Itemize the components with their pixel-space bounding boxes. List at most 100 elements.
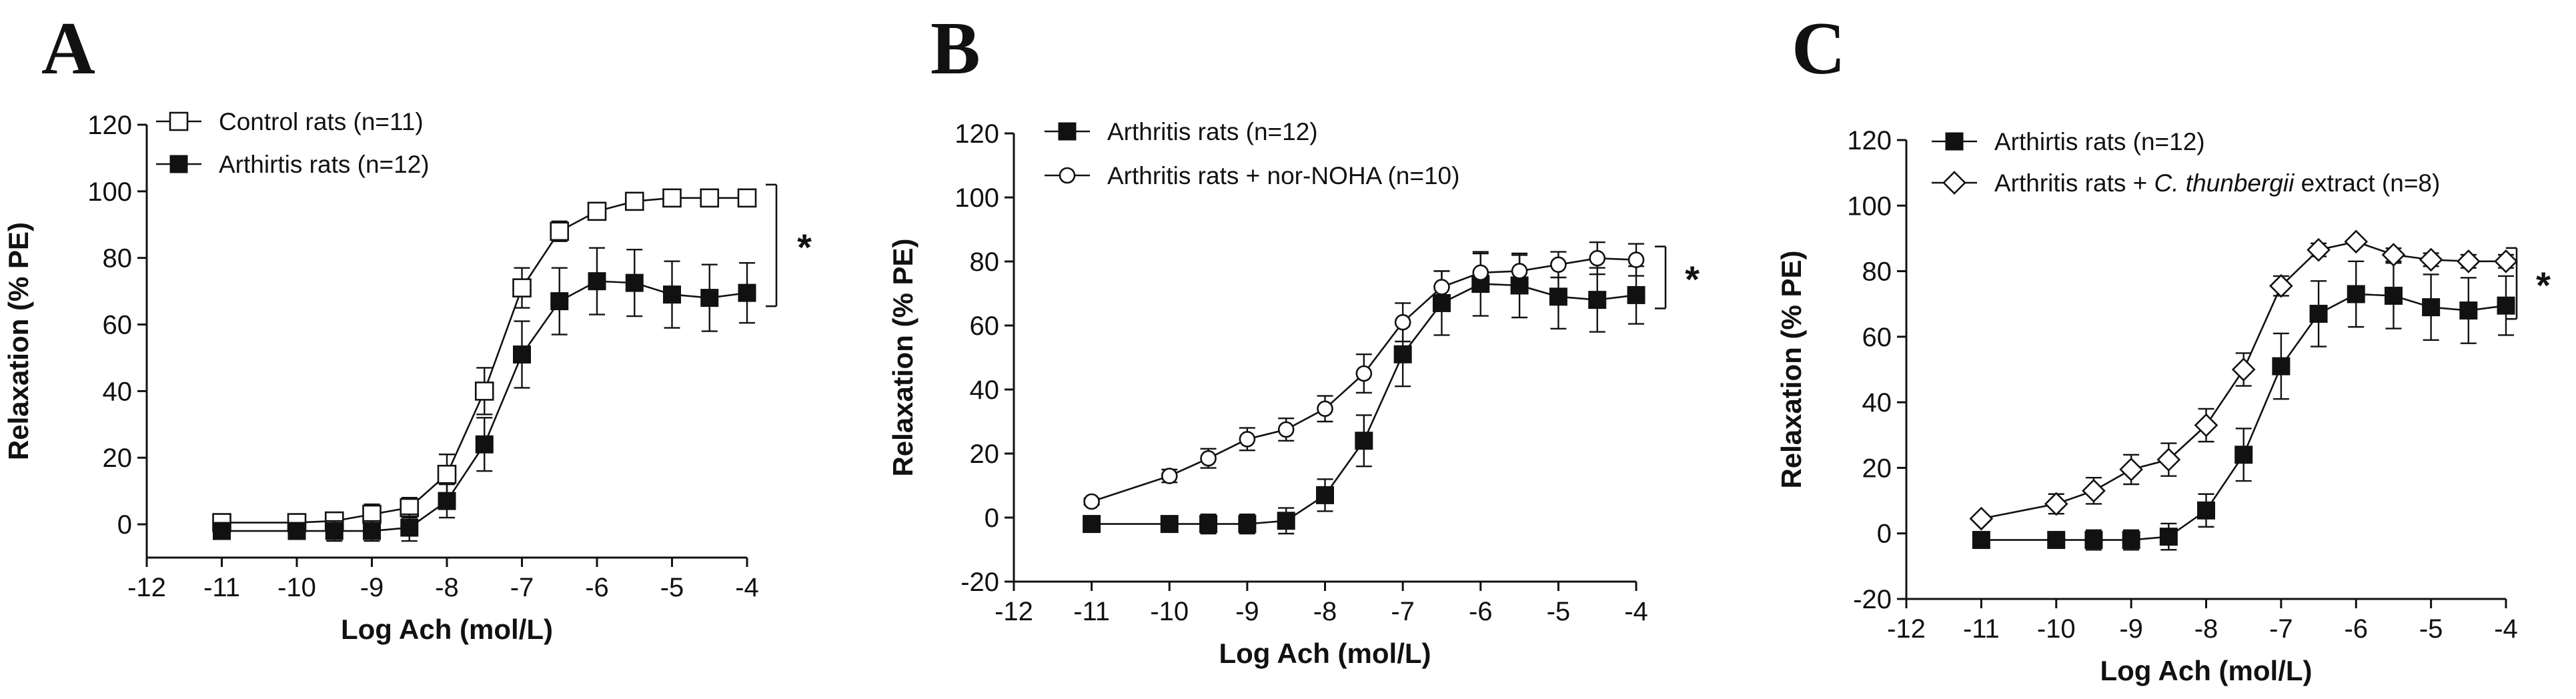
panel-c-data-point (2231, 358, 2256, 382)
panel-b-legend-label-part: Arthritis rats + nor-NOHA (1107, 162, 1383, 189)
panel-b-data-point (1628, 251, 1645, 268)
panel-b-x-tick-label: -4 (1624, 597, 1648, 626)
panel-a-data-point (738, 283, 756, 302)
panel-c-legend-label-suffix: (n=12) (2126, 128, 2204, 155)
panel-a-series-2 (213, 247, 756, 542)
panel-b-data-point (1355, 432, 1373, 450)
panel-b-data-point (1549, 287, 1567, 306)
panel-b-letter: B (930, 7, 981, 90)
panel-c-y-tick-label: 80 (1862, 257, 1892, 287)
panel-a-data-point (624, 191, 644, 211)
panel-c-y-tick-label: 0 (1877, 520, 1892, 549)
panel-b-data-point (1588, 291, 1607, 309)
panel-a-chart: A 0 20 40 60 80 100 120 -12 -11 -10 -9 -8 -7 -6 -5 -4 Log… (3, 7, 812, 645)
panel-c-data-point (2194, 413, 2218, 438)
panel-c-data-point (2307, 237, 2331, 262)
panel-c-data-point (2494, 249, 2518, 273)
panel-c-data-point (1969, 506, 1994, 531)
panel-b-significance-star: * (1685, 258, 1700, 300)
panel-b-y-axis-title: Relaxation (% PE) (887, 238, 918, 476)
panel-c-x-tick-label: -5 (2419, 614, 2443, 644)
panel-a-y-tick-label: 0 (117, 510, 132, 540)
panel-c-x-tick-label: -12 (1887, 614, 1926, 644)
panel-a-legend-label-part: Arthirtis rats (219, 151, 350, 178)
panel-c-data-point (2047, 531, 2066, 550)
panel-c-data-point (2422, 298, 2441, 317)
panel-a-y-tick-label: 80 (103, 244, 133, 273)
panel-a-x-tick-label: -6 (585, 573, 609, 602)
panel-b-data-point (1393, 345, 1412, 364)
panel-b-data-point (1083, 515, 1101, 534)
panel-c-legend-marker (1945, 132, 1964, 151)
panel-c-data-point (2497, 296, 2515, 315)
panel-b-y-tick-label: 100 (954, 183, 999, 213)
panel-c-data-point (2122, 531, 2140, 550)
panel-a-legend-label: Control rats (n=11) (219, 108, 424, 135)
panel-a-data-point (588, 272, 606, 291)
panel-c-legend-label-part: Arthritis rats + (1994, 169, 2154, 197)
panel-b-data-point (1160, 515, 1179, 534)
panel-a-data-point (700, 289, 719, 307)
panel-a-x-tick-label: -10 (277, 573, 316, 602)
panel-a-data-point (550, 221, 570, 241)
panel-a-legend-marker (169, 111, 189, 131)
panel-c-x-tick-label: -11 (1963, 614, 2000, 644)
panel-a-legend-label-suffix: (n=11) (346, 108, 424, 135)
panel-c-legend-label: Arthritis rats + C. thunbergii extract (… (1994, 169, 2440, 197)
panel-a-legend-label-part: Control rats (219, 108, 346, 135)
panel-a-data-point (475, 435, 494, 454)
panel-b-data-point (1355, 365, 1373, 382)
panel-b-data-point (1394, 313, 1411, 331)
panel-b-data-point (1239, 431, 1256, 448)
panel-c-data-point (2082, 478, 2106, 503)
panel-b-data-point (1627, 285, 1646, 304)
panel-b-x-tick-label: -10 (1150, 597, 1189, 626)
panel-c-data-point (2309, 304, 2328, 323)
panel-c-x-tick-label: -8 (2194, 614, 2218, 644)
panel-b-y-tick-label: -20 (960, 568, 999, 597)
panel-b-y-tick-label: 60 (970, 311, 1000, 341)
panel-a-data-point (437, 464, 457, 484)
panel-a-data-point (512, 278, 532, 297)
panel-a-data-point (550, 292, 569, 311)
panel-a-data-point (213, 522, 231, 540)
panel-a-y-axis-title: Relaxation (% PE) (3, 222, 34, 460)
panel-a-data-point (287, 522, 306, 540)
panel-b-x-tick-label: -12 (995, 597, 1033, 626)
panel-a-x-tick-label: -11 (203, 573, 240, 602)
panel-c-data-point (1972, 531, 1990, 550)
panel-a-data-point (363, 522, 381, 540)
panel-b-y-tick-label: 40 (970, 376, 1000, 405)
panel-a-x-tick-label: -4 (735, 573, 759, 602)
panel-c-x-tick-label: -9 (2119, 614, 2143, 644)
panel-a-data-point (737, 188, 757, 208)
panel-b-data-point (1317, 400, 1333, 418)
panel-c-legend-label-italic: C. thunbergii (2154, 169, 2296, 197)
panel-b-x-axis-title: Log Ach (mol/L) (1219, 638, 1431, 669)
panel-b-data-point (1589, 249, 1605, 267)
panel-c-legend-label-part: Arthirtis rats (1994, 128, 2126, 155)
panel-c-data-point (2272, 357, 2291, 376)
panel-a-data-point (700, 188, 720, 208)
panel-b-x-tick-label: -8 (1313, 597, 1337, 626)
panel-b-data-point (1277, 512, 1295, 530)
panel-b-data-point (1511, 263, 1528, 279)
panel-b-x-tick-label: -9 (1235, 597, 1259, 626)
panel-c-letter: C (1792, 7, 1846, 90)
panel-c-y-tick-label: 20 (1862, 454, 1892, 483)
panel-b-data-point (1238, 515, 1257, 534)
panel-a-y-tick-label: 40 (103, 377, 133, 406)
panel-c-data-point (2084, 531, 2103, 550)
panel-c-chart: C -20 0 20 40 60 80 100 120 -12 -11 -10 -9 -8 -7 -6 -5 -4… (1776, 7, 2551, 686)
panel-a-x-axis-title: Log Ach (mol/L) (341, 614, 553, 645)
panel-b-data-point (1316, 486, 1334, 504)
panel-a-series-line (221, 197, 747, 524)
panel-c-x-tick-label: -4 (2494, 614, 2518, 644)
panel-b-legend-label: Arthritis rats + nor-NOHA (n=10) (1107, 162, 1459, 189)
panel-a-legend-label-suffix: (n=12) (350, 151, 429, 178)
panel-b-x-tick-label: -7 (1391, 597, 1415, 626)
panel-b-x-tick-label: -11 (1073, 597, 1110, 626)
panel-a-x-tick-label: -8 (435, 573, 459, 602)
panel-a-legend-marker (169, 155, 188, 173)
